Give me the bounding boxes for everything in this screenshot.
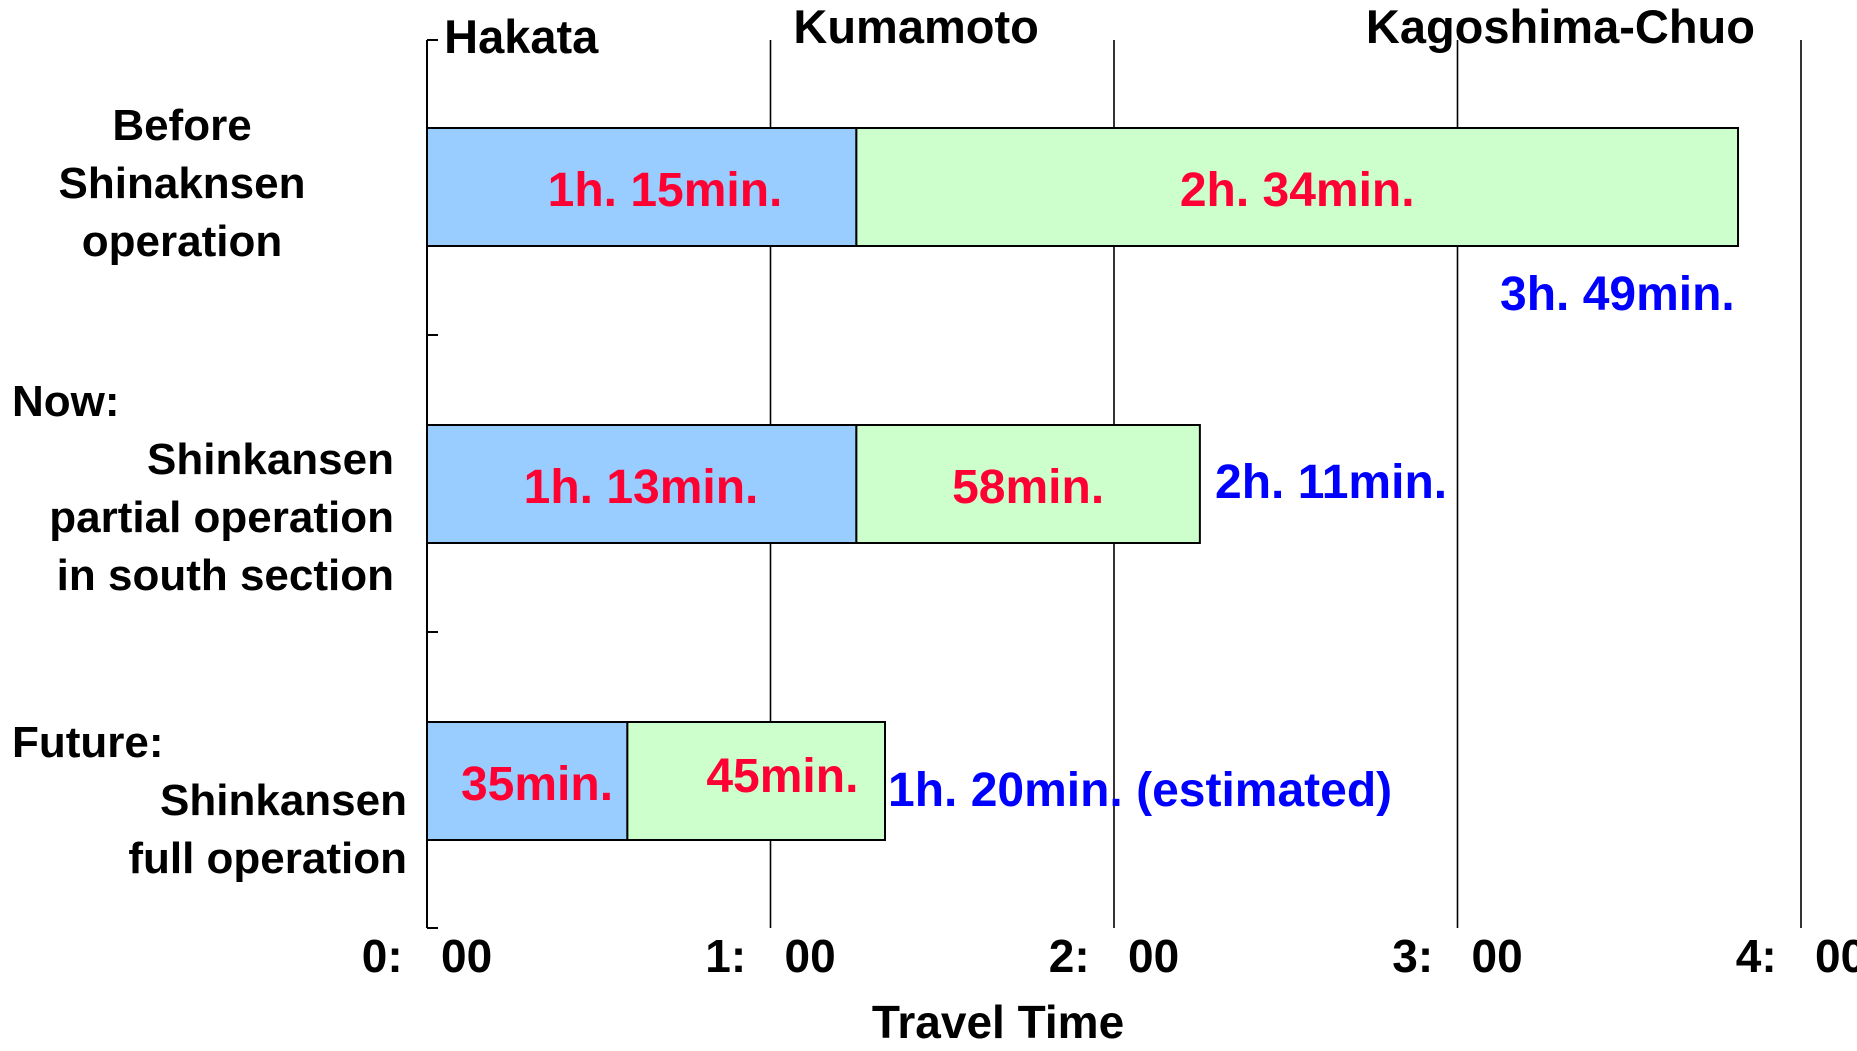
bar-segment	[426, 424, 858, 544]
segment-value-label: 1h. 15min.	[548, 164, 783, 217]
segment-value-label: 2h. 34min.	[1180, 164, 1415, 217]
x-tick-label: 4: 00	[1736, 930, 1857, 982]
category-label: in south section	[57, 551, 394, 600]
total-value-label: 2h. 11min.	[1215, 456, 1447, 509]
x-tick-label: 2: 00	[1049, 930, 1179, 982]
total-value-label: 3h. 49min.	[1500, 268, 1735, 321]
category-label: Shinaknsen	[59, 159, 306, 208]
segment-value-label: 35min.	[461, 758, 613, 811]
x-axis-label: Travel Time	[872, 996, 1124, 1048]
category-label: full operation	[128, 834, 407, 883]
bar-segment	[855, 424, 1201, 544]
x-tick-label: 1: 00	[705, 930, 835, 982]
station-label: Hakata	[444, 10, 599, 63]
bar-segment	[626, 721, 886, 841]
total-value-label: 1h. 20min. (estimated)	[888, 764, 1392, 817]
segment-value-label: 45min.	[706, 750, 858, 803]
segment-value-label: 58min.	[952, 461, 1104, 514]
x-tick-label: 3: 00	[1392, 930, 1522, 982]
category-label: Shinkansen	[160, 776, 407, 825]
x-tick-label: 0: 00	[362, 930, 492, 982]
bar-segment	[855, 127, 1740, 247]
category-label: Future:	[12, 718, 164, 767]
labels: 0: 00 1: 00 2: 00 3: 00 4: 00 Hakata Kumamoto K…	[12, 0, 1857, 982]
bars	[426, 127, 1740, 841]
bar-segment	[426, 721, 629, 841]
station-label: Kagoshima-Chuo	[1366, 0, 1755, 53]
station-label: Kumamoto	[793, 0, 1038, 53]
category-label: Now:	[12, 377, 120, 426]
category-label: partial operation	[49, 493, 394, 542]
category-label: operation	[82, 217, 282, 266]
category-label: Shinkansen	[147, 435, 394, 484]
segment-value-label: 1h. 13min.	[524, 461, 759, 514]
category-label: Before	[112, 101, 251, 150]
